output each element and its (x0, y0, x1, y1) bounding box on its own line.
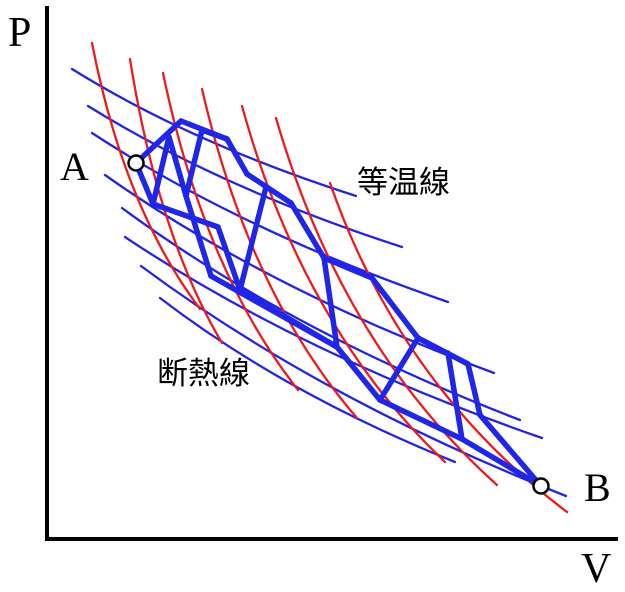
x-axis-label: V (581, 546, 611, 592)
process-path-segment (445, 350, 465, 442)
process-path-segment (288, 200, 327, 261)
adiabat-curve (240, 104, 447, 464)
process-path-segment (377, 335, 421, 403)
process-path-segment (237, 184, 269, 293)
point-b-label: B (584, 465, 611, 510)
adiabat-curve (128, 57, 224, 345)
state-point-b-marker (532, 477, 550, 495)
process-path-segment (215, 224, 243, 293)
state-point-a-marker (127, 154, 145, 172)
isotherm-curve (86, 104, 404, 249)
process-path-segment (183, 193, 214, 279)
process-path-segment (465, 361, 483, 418)
process-path-segment (334, 344, 383, 403)
adiabat-curve (328, 181, 569, 514)
isotherm-label: 等温線 (357, 165, 450, 200)
process-path-segment (477, 412, 544, 489)
isotherm-curve (139, 264, 568, 498)
y-axis-label: P (8, 10, 31, 56)
adiabat-curve (274, 116, 499, 487)
process-path-group (133, 118, 544, 489)
isotherm-curve (120, 206, 522, 422)
adiabat-curve (90, 41, 202, 311)
process-path-segment (415, 335, 471, 367)
process-path-segment (199, 127, 230, 142)
process-path-segment (459, 436, 544, 489)
process-path-segment (166, 134, 189, 199)
process-path-segment (224, 136, 250, 177)
isotherm-curve (103, 173, 496, 375)
process-path-segment (377, 397, 465, 442)
process-path-segment (321, 255, 340, 350)
adiabat-label: 断熱線 (157, 356, 250, 391)
process-path-segment (369, 275, 421, 341)
process-path-segment (321, 255, 375, 281)
process-path-segment (150, 134, 172, 207)
axes-group (45, 6, 618, 541)
process-path-segment (183, 127, 205, 199)
process-path-segment (208, 273, 340, 350)
point-a-label: A (60, 144, 89, 189)
process-path-segment (244, 171, 294, 206)
process-path-segment (133, 118, 184, 166)
adiabat-curve (200, 87, 359, 420)
process-path-segment (150, 201, 221, 230)
